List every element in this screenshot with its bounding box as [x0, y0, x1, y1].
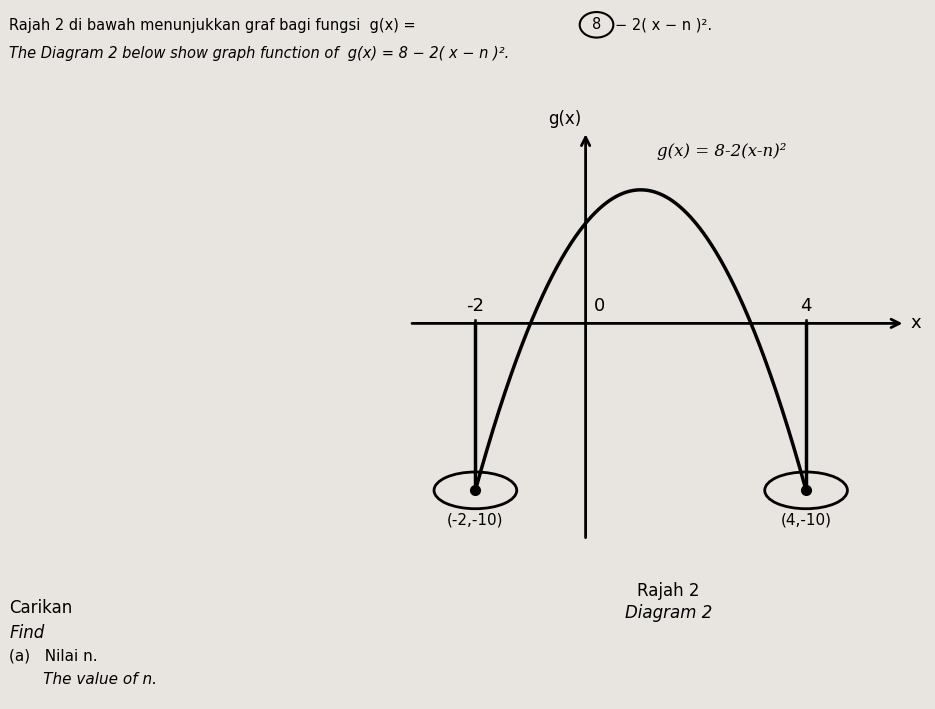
Text: Rajah 2: Rajah 2 [637, 582, 699, 601]
Text: -2: -2 [467, 297, 484, 315]
Text: − 2( x − n )².: − 2( x − n )². [615, 17, 712, 33]
Text: (4,-10): (4,-10) [781, 512, 831, 527]
Text: 0: 0 [594, 297, 605, 315]
Text: Rajah 2 di bawah menunjukkan graf bagi fungsi  g(x) =: Rajah 2 di bawah menunjukkan graf bagi f… [9, 18, 416, 33]
Text: g(x): g(x) [548, 110, 582, 128]
Text: 4: 4 [800, 297, 812, 315]
Text: x: x [911, 314, 921, 333]
Text: Diagram 2: Diagram 2 [625, 604, 712, 622]
Text: The Diagram 2 below show graph function of  g(x) = 8 − 2( x − n )².: The Diagram 2 below show graph function … [9, 46, 510, 61]
Text: (-2,-10): (-2,-10) [447, 512, 504, 527]
Text: (a)   Nilai n.: (a) Nilai n. [9, 649, 98, 664]
Text: Carikan: Carikan [9, 599, 73, 617]
Text: g(x) = 8-2(x-n)²: g(x) = 8-2(x-n)² [657, 143, 786, 160]
Text: Find: Find [9, 624, 45, 642]
Text: The value of n.: The value of n. [9, 672, 157, 687]
Text: 8: 8 [592, 17, 601, 33]
